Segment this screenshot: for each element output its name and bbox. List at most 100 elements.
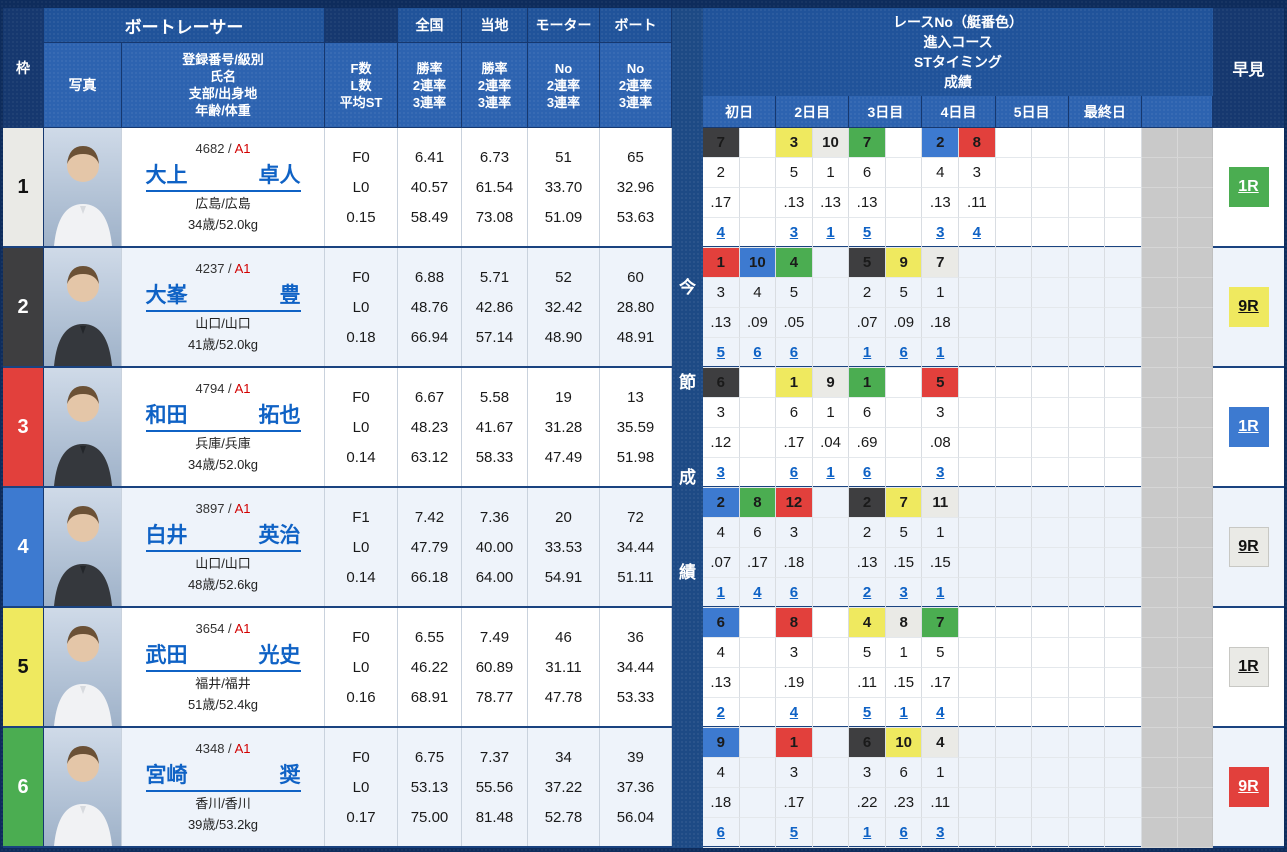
boat-stats-value: 56.04 — [616, 808, 655, 826]
empty-cell — [1032, 608, 1069, 638]
finish-position-link[interactable]: 2 — [716, 704, 725, 721]
hayami-race-link[interactable]: 9R — [1228, 767, 1269, 807]
finish-position-link[interactable]: 4 — [972, 224, 981, 241]
finish-position-link[interactable]: 4 — [789, 704, 799, 721]
boat-stats-value: 53.33 — [616, 688, 655, 706]
st-timing: .07 — [703, 548, 740, 578]
finish-position-link[interactable]: 1 — [862, 824, 872, 841]
empty-cell — [812, 668, 850, 698]
finish-position-link[interactable]: 5 — [789, 824, 799, 841]
finish-position-link[interactable]: 3 — [936, 224, 945, 241]
empty-cell — [959, 488, 996, 518]
race-number-badge: 5 — [849, 248, 886, 278]
branch-origin: 山口/山口 — [195, 555, 251, 571]
finish-position-link[interactable]: 4 — [936, 704, 945, 721]
entry-course: 2 — [849, 518, 886, 548]
empty-cell — [995, 788, 1033, 818]
day-header-day2: 2日目 — [776, 96, 850, 128]
finish-position-link[interactable]: 3 — [789, 224, 799, 241]
finish-position-link[interactable]: 1 — [862, 344, 872, 361]
empty-cell — [1105, 728, 1142, 758]
racer-photo[interactable] — [44, 728, 122, 846]
race-number-badge: 11 — [922, 488, 960, 518]
st-timing: .13 — [922, 188, 960, 218]
finish-position-link[interactable]: 1 — [936, 584, 945, 601]
st-timing: .15 — [885, 548, 923, 578]
st-timing: .08 — [922, 428, 960, 458]
filler-cell — [1141, 578, 1213, 608]
racer-name-link[interactable]: 宮崎 奨 — [145, 759, 301, 792]
racer-photo[interactable] — [44, 488, 122, 606]
hayami-race-link[interactable]: 1R — [1228, 647, 1269, 687]
hayami-cell: 9R — [1213, 728, 1284, 848]
empty-cell — [1068, 698, 1106, 728]
finish-position-link[interactable]: 1 — [716, 584, 725, 601]
empty-cell — [812, 578, 850, 608]
fl-stats: F0 L0 0.16 — [325, 608, 398, 726]
empty-cell — [1068, 548, 1106, 578]
finish-position-link[interactable]: 6 — [789, 344, 799, 361]
finish-position-link[interactable]: 1 — [899, 704, 908, 721]
motor-stats: 20 33.53 54.91 — [528, 488, 600, 606]
touchi-stats: 6.73 61.54 73.08 — [462, 128, 528, 246]
fl-stats-value: L0 — [352, 658, 370, 676]
empty-cell — [995, 248, 1033, 278]
racer-photo[interactable] — [44, 368, 122, 486]
empty-cell — [1068, 518, 1106, 548]
finish-position-link[interactable]: 6 — [899, 344, 908, 361]
finish-cell: 6 — [739, 338, 777, 368]
racer-name-link[interactable]: 大峯 豊 — [145, 279, 301, 312]
finish-position-link[interactable]: 4 — [716, 224, 725, 241]
finish-position-link[interactable]: 1 — [936, 344, 945, 361]
filler-cell — [1141, 368, 1213, 398]
empty-cell — [959, 698, 996, 728]
finish-position-link[interactable]: 3 — [936, 464, 945, 481]
finish-cell: 3 — [776, 218, 813, 248]
finish-position-link[interactable]: 6 — [789, 464, 799, 481]
hayami-race-link[interactable]: 1R — [1228, 167, 1269, 207]
touchi-stats: 7.49 60.89 78.77 — [462, 608, 528, 726]
touchi-stats-value: 41.67 — [475, 418, 514, 436]
racer-photo[interactable] — [44, 128, 122, 246]
racer-photo[interactable] — [44, 608, 122, 726]
finish-position-link[interactable]: 6 — [899, 824, 908, 841]
racer-name-link[interactable]: 武田 光史 — [145, 639, 301, 672]
finish-position-link[interactable]: 4 — [753, 584, 762, 601]
racer-name-link[interactable]: 和田 拓也 — [145, 399, 301, 432]
empty-cell — [959, 278, 996, 308]
fl-header-spacer — [325, 8, 398, 43]
racer-name-link[interactable]: 大上 卓人 — [145, 159, 301, 192]
motor-stats-value: 47.49 — [544, 448, 583, 466]
finish-position-link[interactable]: 3 — [716, 464, 725, 481]
finish-position-link[interactable]: 6 — [862, 464, 872, 481]
hayami-race-link[interactable]: 9R — [1228, 527, 1269, 567]
zenkoku-stats-value: 6.55 — [414, 628, 445, 646]
finish-position-link[interactable]: 1 — [826, 464, 835, 481]
empty-cell — [1032, 818, 1069, 848]
motor-stats-value: 20 — [555, 508, 572, 526]
entry-course: 3 — [776, 758, 813, 788]
filler-cell — [1141, 128, 1213, 158]
finish-position-link[interactable]: 6 — [753, 344, 762, 361]
finish-position-link[interactable]: 5 — [862, 224, 872, 241]
finish-position-link[interactable]: 5 — [862, 704, 872, 721]
finish-position-link[interactable]: 3 — [899, 584, 908, 601]
zenkoku-stats-value: 6.41 — [414, 148, 445, 166]
racer-row: 3 4794 / A1 和田 拓也 兵庫/兵庫 34歳/52.0kg F0 L0 0.14 6.6… — [3, 368, 672, 488]
finish-position-link[interactable]: 6 — [789, 584, 799, 601]
finish-position-link[interactable]: 5 — [716, 344, 725, 361]
racer-name-link[interactable]: 白井 英治 — [145, 519, 301, 552]
finish-position-link[interactable]: 2 — [862, 584, 872, 601]
hayami-race-link[interactable]: 1R — [1228, 407, 1269, 447]
st-timing: .69 — [849, 428, 886, 458]
race-number-badge: 7 — [922, 248, 960, 278]
motor-stats-value: 31.28 — [544, 418, 583, 436]
empty-cell — [1068, 278, 1106, 308]
finish-position-link[interactable]: 1 — [826, 224, 835, 241]
hayami-race-link[interactable]: 9R — [1228, 287, 1269, 327]
finish-position-link[interactable]: 3 — [936, 824, 945, 841]
finish-position-link[interactable]: 6 — [716, 824, 725, 841]
touchi-header: 当地 — [462, 8, 528, 43]
zenkoku-stats-value: 75.00 — [410, 808, 449, 826]
racer-photo[interactable] — [44, 248, 122, 366]
